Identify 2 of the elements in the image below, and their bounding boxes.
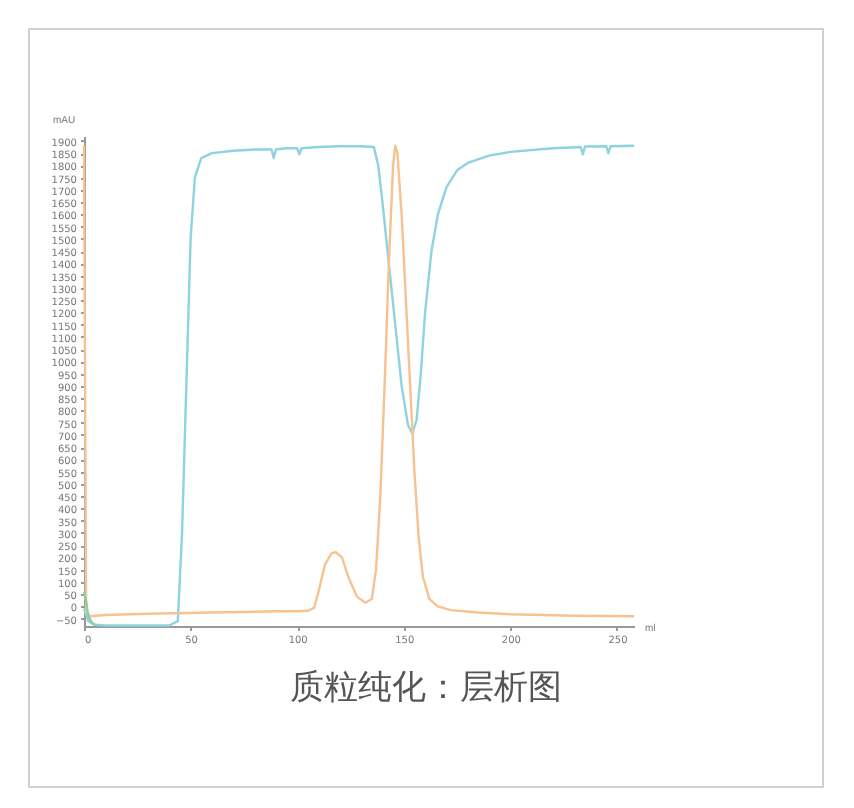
text: 质粒纯化：层析图 <box>288 666 564 710</box>
line-series <box>82 590 98 627</box>
